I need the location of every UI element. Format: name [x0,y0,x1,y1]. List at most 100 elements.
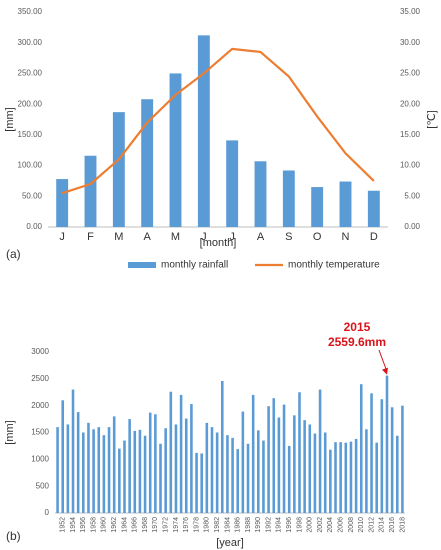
x-tick-label: 1998 [296,517,303,533]
y-tick-label: 250.00 [18,69,43,78]
bar [354,438,358,513]
bar [205,422,209,513]
bar [112,416,116,513]
y-tick-label: 500 [36,481,50,490]
x-tick-label: 2004 [327,517,334,533]
y-tick-label: 200.00 [18,99,43,108]
x-tick-label: A [143,231,151,243]
bar [226,435,229,513]
bar [267,406,270,513]
x-tick-label: 1996 [286,517,293,533]
bar [293,415,296,513]
bar [112,112,125,227]
annotation: 2015 [344,320,371,334]
x-tick-label: 1984 [224,517,231,533]
bar [254,161,267,227]
bar [143,435,147,513]
panel-label: (a) [6,247,21,261]
bar [61,400,65,513]
bar [277,417,281,513]
bar [339,442,342,513]
y-tick-label: 350.00 [18,7,43,16]
bar [385,375,389,513]
x-tick-label: J [59,231,65,243]
bar [395,435,399,513]
x-tick-label: J [229,231,235,243]
x-tick-label: S [285,231,292,243]
x-tick-label: 1972 [163,517,170,533]
x-tick-label: 1954 [70,517,77,533]
x-tick-label: 1982 [214,517,221,533]
x-tick-label: 1976 [183,517,190,533]
x-tick-label: 1960 [101,517,108,533]
bar [349,441,353,513]
x-tick-label: 2014 [379,517,386,533]
bar [339,181,352,227]
x-tick-label: 1958 [90,517,97,533]
bar [375,442,378,513]
annotation: 2559.6mm [328,335,386,349]
y-tick-label: 2500 [31,374,49,383]
bar [97,427,101,513]
bar [231,437,234,513]
bar [169,391,173,513]
x-tick-label: 2012 [368,517,375,533]
x-tick-label: 1962 [111,517,118,533]
y-tick-label: 0.00 [26,222,42,231]
y-tick-label: 2000 [31,401,49,410]
y2-tick-label: 25.00 [400,69,421,78]
bar [210,427,214,513]
x-tick-label: 2002 [317,517,324,533]
bar [118,448,121,513]
x-tick-label: 1986 [235,517,242,533]
x-tick-label: 2006 [338,517,345,533]
y-tick-label: 50.00 [22,191,43,200]
bar [82,432,85,513]
x-tick-label: 1970 [152,517,159,533]
bar [282,170,295,227]
legend-label: monthly rainfall [161,260,228,271]
x-tick-label: 2008 [348,517,355,533]
bar [272,398,276,513]
bar [76,412,80,513]
line [61,47,375,195]
x-tick-label: 1968 [142,517,149,533]
x-tick-label: 1992 [265,517,272,533]
y-tick-label: 1000 [31,454,49,463]
bar [200,453,203,513]
x-tick-label: D [370,231,378,243]
bar [282,404,286,513]
bar [56,427,59,513]
bar [390,407,394,513]
x-tick-label: M [171,231,180,243]
bar [303,420,306,513]
x-tick-label: 2018 [399,517,406,533]
bar [123,440,126,513]
y-tick-label: 100.00 [18,161,43,170]
x-tick-label: 1952 [60,517,67,533]
x-tick-label: 1964 [121,517,128,533]
y-tick-label: 0 [45,508,50,517]
bar [84,155,97,227]
x-tick-label: 1974 [173,517,180,533]
y2-tick-label: 15.00 [400,130,421,139]
y2-tick-label: 5.00 [404,191,420,200]
x-tick-label: 1990 [255,517,262,533]
x-tick-label: 2000 [307,517,314,533]
x-tick-label: N [342,231,350,243]
annotation-arrow [378,349,388,372]
x-tick-label: A [257,231,265,243]
bar [359,384,363,513]
x-tick-label: 1988 [245,517,252,533]
bar [138,429,142,513]
bar [365,429,368,513]
bar [154,414,157,513]
x-tick-label: 1994 [276,517,283,533]
x-axis-label: [year] [216,537,244,549]
bar [195,452,198,513]
x-tick-label: M [114,231,123,243]
y-tick-label: 3000 [31,347,49,356]
bar [334,442,337,513]
x-tick-label: 2010 [358,517,365,533]
x-axis-label: [month] [200,237,237,249]
